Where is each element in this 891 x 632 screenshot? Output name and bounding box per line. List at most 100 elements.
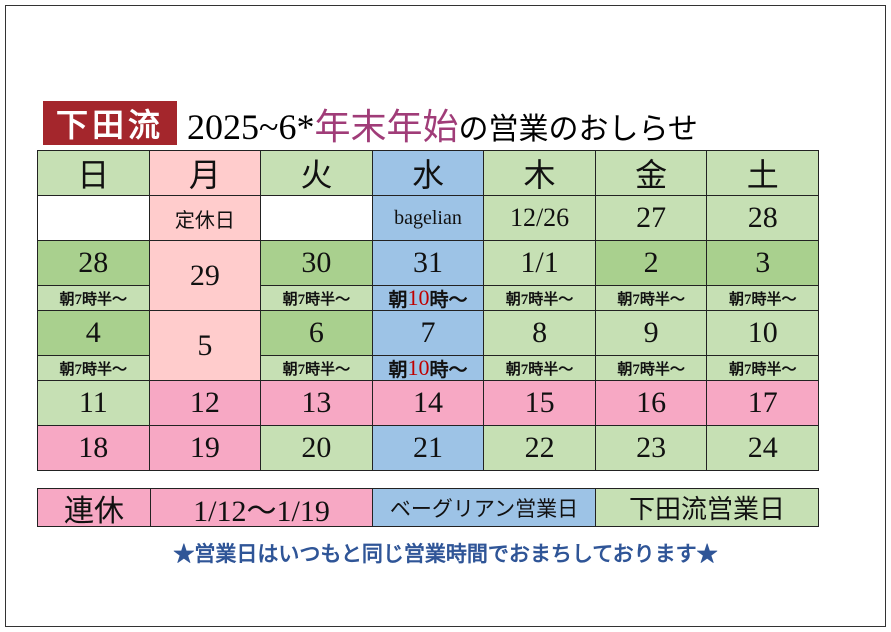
- date-cell: 18: [37, 425, 150, 471]
- date-cell: 13: [260, 380, 373, 426]
- date-cell: 9: [594, 310, 708, 356]
- text: 下田流営業日: [628, 495, 785, 524]
- date-cell: [260, 195, 373, 241]
- text: bagelian: [394, 206, 462, 229]
- title-highlight: 年末年始: [314, 107, 459, 147]
- text: 朝7時半〜: [617, 291, 685, 308]
- text: 23: [636, 431, 667, 464]
- text: 12/26: [509, 203, 570, 232]
- date-cell: 17: [706, 380, 819, 426]
- legend-cell: 下田流営業日: [595, 488, 819, 527]
- note-cell: 朝7時半〜: [260, 285, 373, 311]
- weekday-cell: 日: [37, 150, 150, 196]
- text: 朝7時半〜: [505, 361, 574, 378]
- text: 10: [747, 316, 778, 349]
- date-cell: 12/26: [483, 195, 596, 241]
- text: 17: [747, 386, 778, 419]
- date-cell: 29: [148, 240, 262, 311]
- text: 月: [188, 157, 221, 193]
- weekday-cell: 火: [260, 150, 373, 196]
- title: 2025~6*年末年始の営業のおしらせ: [187, 98, 698, 150]
- date-cell: 28: [706, 195, 819, 241]
- text: 2: [643, 246, 659, 279]
- legend-cell: ベーグリアン営業日: [372, 488, 596, 527]
- weekday-cell: 月: [148, 150, 262, 196]
- text: 11: [78, 386, 108, 419]
- note-cell: 朝7時半〜: [260, 355, 373, 381]
- text: 7: [420, 316, 436, 349]
- note-cell: 朝7時半〜: [706, 355, 819, 381]
- text: 金: [635, 157, 668, 193]
- text: 24: [747, 431, 778, 464]
- text: 27: [636, 201, 667, 234]
- text: 日: [77, 157, 110, 193]
- text: 朝7時半〜: [728, 291, 797, 308]
- text: 31: [412, 246, 443, 279]
- text: 12: [189, 386, 220, 419]
- text: 朝7時半〜: [505, 291, 574, 308]
- text: 16: [636, 386, 667, 419]
- text: 5: [197, 328, 213, 362]
- date-cell: bagelian: [371, 195, 485, 241]
- note-cell: 朝7時半〜: [37, 355, 150, 381]
- legend-cell: 1/12〜1/19: [150, 488, 373, 528]
- date-cell: 4: [37, 310, 150, 356]
- text: 朝7時半〜: [282, 291, 351, 308]
- text: 火: [300, 157, 333, 193]
- title-text: 2025~6*: [187, 107, 315, 147]
- text: 6: [308, 316, 324, 349]
- text: 14: [412, 386, 443, 419]
- note-cell: 朝7時半〜: [706, 285, 819, 311]
- note-cell: 朝 10 時〜: [371, 355, 485, 381]
- date-cell: 21: [371, 425, 485, 471]
- text: 13: [301, 386, 332, 419]
- text: 10: [407, 355, 430, 380]
- text: 22: [524, 431, 555, 464]
- date-cell: 2: [594, 240, 708, 286]
- date-cell: 19: [148, 425, 262, 471]
- date-cell: 14: [371, 380, 485, 426]
- text: 8: [532, 316, 548, 349]
- text: 1/12〜1/19: [193, 494, 330, 528]
- text: 20: [301, 431, 332, 464]
- text: 朝7時半〜: [59, 291, 128, 308]
- legend-cell: 連休: [37, 488, 151, 528]
- text: 10: [407, 285, 430, 310]
- footer: ★営業日はいつもと同じ営業時間でおまちしております★: [173, 542, 718, 566]
- date-cell: 15: [483, 380, 596, 426]
- note-cell: 朝7時半〜: [594, 285, 708, 311]
- date-cell: 27: [594, 195, 708, 241]
- text: 3: [755, 246, 771, 279]
- weekday-cell: 金: [594, 150, 708, 196]
- weekday-cell: 水: [371, 150, 485, 196]
- text: 30: [301, 246, 332, 279]
- text: 19: [189, 431, 220, 464]
- date-cell: 8: [483, 310, 596, 356]
- text: 1/1: [520, 246, 559, 279]
- logo: 下田流: [43, 101, 177, 145]
- text: 時〜: [429, 359, 468, 381]
- date-cell: 11: [37, 380, 150, 426]
- weekday-cell: 土: [706, 150, 819, 196]
- date-cell: 12: [148, 380, 262, 426]
- title-text: の営業のおしらせ: [458, 113, 698, 146]
- text: 朝7時半〜: [617, 361, 685, 378]
- date-cell: 7: [371, 310, 485, 356]
- text: 4: [85, 316, 101, 349]
- text: 時〜: [429, 289, 468, 311]
- date-cell: 30: [260, 240, 373, 286]
- text: 21: [412, 431, 443, 464]
- date-cell: 1/1: [483, 240, 596, 286]
- text: 朝: [388, 359, 408, 381]
- date-cell: 3: [706, 240, 819, 286]
- note-cell: 朝7時半〜: [594, 355, 708, 381]
- date-cell: 10: [706, 310, 819, 356]
- date-cell: 20: [260, 425, 373, 471]
- text: 朝7時半〜: [728, 361, 797, 378]
- date-cell: 28: [37, 240, 150, 286]
- note-cell: 朝7時半〜: [483, 355, 596, 381]
- text: 土: [746, 157, 779, 193]
- date-cell: 16: [594, 380, 708, 426]
- text: 連休: [64, 494, 124, 528]
